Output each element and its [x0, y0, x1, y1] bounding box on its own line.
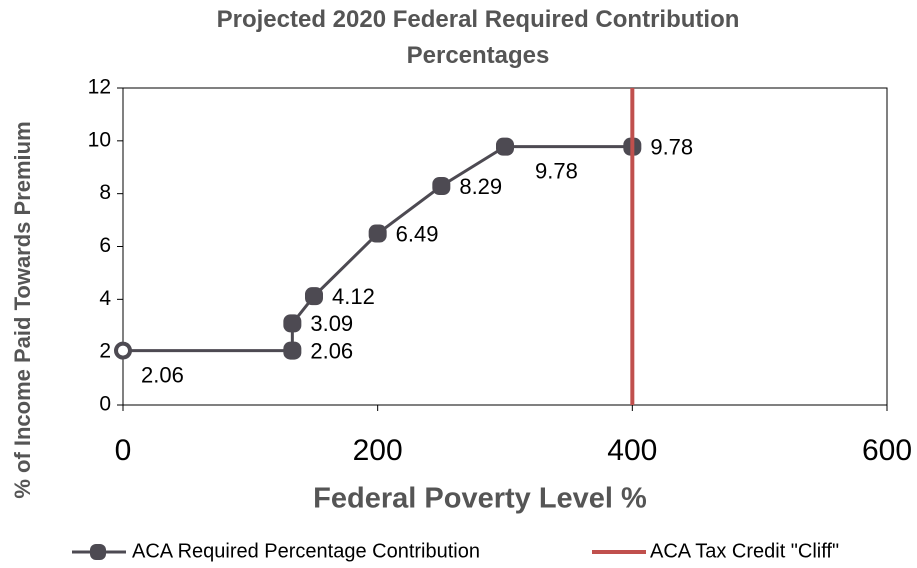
legend-marker — [90, 544, 106, 560]
data-label: 9.78 — [535, 158, 578, 183]
data-label: 2.06 — [310, 338, 353, 363]
y-tick-label: 12 — [88, 76, 111, 99]
x-tick-label: 0 — [115, 434, 132, 467]
chart-title: Projected 2020 Federal Required Contribu… — [216, 6, 740, 69]
data-label: 9.78 — [650, 134, 693, 159]
marker — [283, 341, 302, 360]
marker — [114, 341, 132, 360]
y-tick-label: 2 — [99, 340, 111, 363]
data-label: 4.12 — [332, 284, 375, 309]
x-tick-label: 600 — [862, 434, 912, 467]
y-tick-label: 4 — [99, 287, 111, 310]
y-axis-label: % of Income Paid Towards Premium — [10, 121, 35, 498]
y-tick-label: 0 — [99, 393, 111, 416]
marker — [283, 314, 302, 333]
plot-area — [122, 87, 888, 406]
marker — [496, 137, 514, 156]
data-label: 6.49 — [396, 221, 439, 246]
data-label: 3.09 — [310, 311, 353, 336]
data-label: 2.06 — [141, 362, 184, 387]
legend-label: ACA Required Percentage Contribution — [132, 540, 480, 562]
x-tick-label: 200 — [353, 434, 403, 467]
marker — [368, 224, 387, 243]
marker — [305, 287, 323, 306]
y-tick-label: 10 — [88, 128, 111, 151]
y-tick-label: 8 — [99, 181, 111, 204]
x-axis-label: Federal Poverty Level % — [313, 483, 647, 515]
legend-label: ACA Tax Credit "Cliff" — [650, 540, 839, 562]
y-tick-label: 6 — [99, 234, 111, 257]
x-tick-label: 400 — [607, 434, 657, 467]
marker — [432, 177, 451, 196]
data-label: 8.29 — [459, 174, 502, 199]
